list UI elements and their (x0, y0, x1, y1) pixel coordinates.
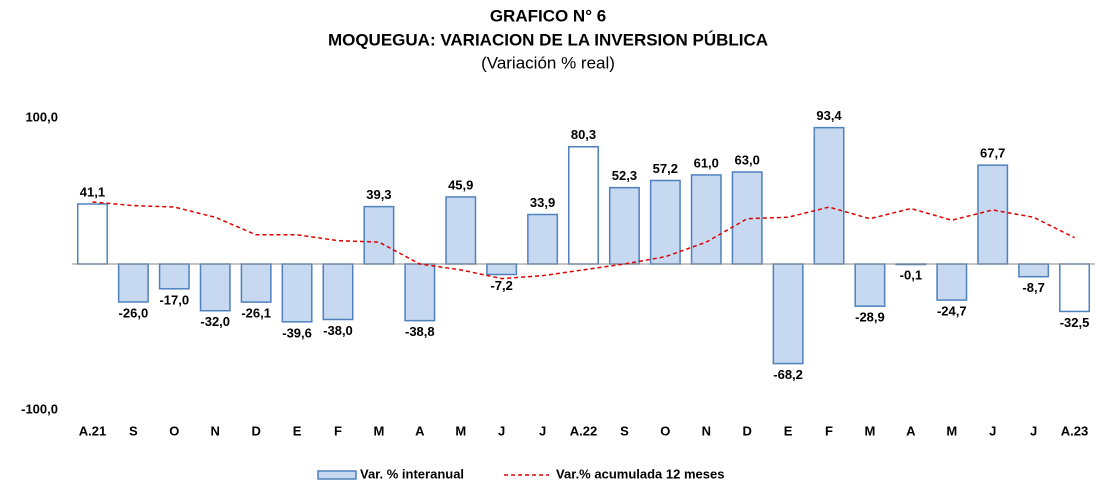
x-tick-label: F (334, 423, 342, 438)
bar (1018, 263, 1050, 278)
value-label: 67,7 (980, 146, 1005, 161)
x-tick-label: J (1030, 423, 1037, 438)
chart-subtitle: MOQUEGUA: VARIACION DE LA INVERSION PÚBL… (328, 30, 768, 49)
x-tick-label: D (251, 423, 260, 438)
value-label: -32,0 (200, 314, 230, 329)
legend-swatch (317, 470, 357, 480)
x-tick-label: M (946, 423, 957, 438)
x-tick-label: O (660, 423, 670, 438)
bar (199, 263, 231, 312)
bar (404, 263, 436, 322)
y-tick-label: 100,0 (25, 109, 58, 124)
x-tick-label: J (498, 423, 505, 438)
x-tick-label: N (211, 423, 220, 438)
y-label: (Variación % real) (481, 53, 615, 72)
bar (649, 179, 681, 265)
bar (813, 126, 845, 265)
bar (322, 263, 354, 321)
value-label: 80,3 (571, 127, 596, 142)
y-tick-label: -100,0 (21, 401, 58, 416)
bar (281, 263, 313, 323)
x-tick-label: J (539, 423, 546, 438)
value-label: 52,3 (612, 168, 637, 183)
x-tick-label: N (702, 423, 711, 438)
bar (1059, 263, 1091, 313)
x-tick-label: M (373, 423, 384, 438)
value-label: -26,0 (119, 305, 149, 320)
x-tick-label: A (906, 423, 916, 438)
chart-title: GRAFICO N° 6 (490, 6, 606, 25)
x-tick-label: F (825, 423, 833, 438)
bar (240, 263, 272, 303)
value-label: -38,0 (323, 323, 353, 338)
x-tick-label: J (989, 423, 996, 438)
value-label: 93,4 (816, 108, 842, 123)
value-label: -24,7 (937, 303, 967, 318)
value-label: 61,0 (694, 155, 719, 170)
bar (608, 186, 640, 265)
x-tick-label: O (169, 423, 179, 438)
value-label: -39,6 (282, 325, 312, 340)
x-tick-label: E (784, 423, 793, 438)
value-label: -26,1 (241, 306, 271, 321)
value-label: 45,9 (448, 177, 473, 192)
x-tick-label: S (620, 423, 629, 438)
x-tick-label: E (293, 423, 302, 438)
legend-label: Var. % interanual (360, 466, 464, 481)
bar (158, 263, 190, 290)
value-label: 63,0 (735, 152, 760, 167)
value-label: -32,5 (1060, 315, 1090, 330)
bar (977, 164, 1009, 265)
x-tick-label: M (455, 423, 466, 438)
value-label: -8,7 (1022, 280, 1044, 295)
bar (527, 213, 559, 265)
value-label: 57,2 (653, 161, 678, 176)
bar (936, 263, 968, 301)
bar (363, 205, 395, 265)
bar (568, 146, 599, 265)
bar (772, 263, 804, 365)
bar (854, 263, 886, 307)
bar (445, 196, 477, 265)
x-tick-label: D (742, 423, 751, 438)
x-tick-label: A.21 (79, 423, 106, 438)
value-label: -7,2 (490, 278, 512, 293)
legend-label: Var.% acumulada 12 meses (556, 466, 724, 481)
x-tick-label: S (129, 423, 138, 438)
bar (690, 174, 722, 265)
x-tick-label: M (865, 423, 876, 438)
bar (76, 203, 108, 265)
x-tick-label: A (415, 423, 425, 438)
x-tick-label: A.22 (570, 423, 597, 438)
bar (117, 263, 149, 303)
value-label: -0,1 (900, 268, 922, 283)
x-tick-label: A.23 (1061, 423, 1088, 438)
value-label: 41,1 (80, 184, 105, 199)
value-label: 33,9 (530, 195, 555, 210)
bar (486, 263, 518, 276)
value-label: -68,2 (773, 367, 803, 382)
line (92, 201, 1075, 280)
value-label: -38,8 (405, 324, 435, 339)
value-label: -28,9 (855, 310, 885, 325)
value-label: -17,0 (159, 292, 189, 307)
value-label: 39,3 (366, 187, 391, 202)
